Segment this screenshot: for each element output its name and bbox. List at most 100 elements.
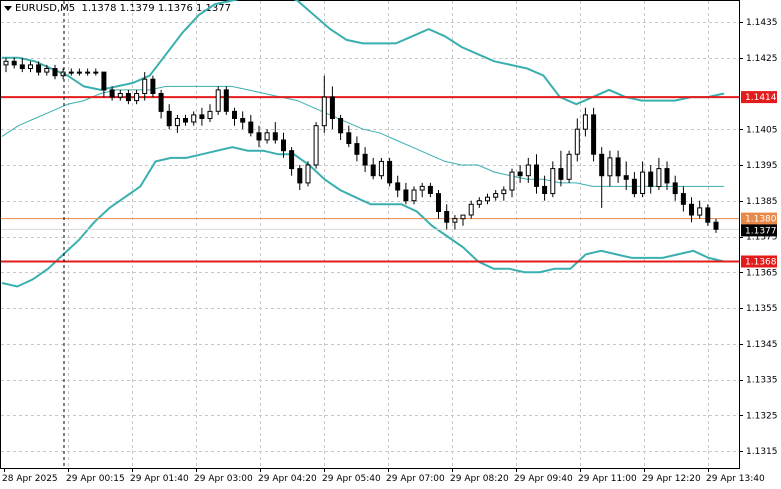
x-tick-label: 29 Apr 01:40 [130, 474, 189, 484]
candle [452, 215, 458, 230]
candle [476, 197, 482, 208]
candle [395, 175, 401, 198]
candle [68, 68, 74, 76]
candle-body [713, 221, 719, 230]
candle [672, 175, 678, 201]
x-tick-label: 29 Apr 11:00 [578, 474, 637, 484]
candle [582, 107, 588, 137]
x-tick-label: 29 Apr 13:40 [706, 474, 765, 484]
x-tick-label: 29 Apr 12:20 [642, 474, 701, 484]
candle [664, 161, 670, 190]
candle [93, 68, 99, 76]
chart-header: EURUSD,M5 1.1378 1.1379 1.1376 1.1377 [4, 3, 231, 14]
candle-body [232, 110, 237, 120]
chart-menu-triangle-icon[interactable] [4, 5, 12, 11]
candle-body [705, 207, 711, 223]
candle [387, 157, 393, 187]
candle-body [329, 96, 335, 119]
candle [125, 89, 131, 105]
candle-body [395, 182, 401, 191]
candle [689, 197, 694, 223]
level-label-text: 1.1368 [745, 258, 777, 268]
candle-body [354, 143, 360, 155]
candle-body [452, 218, 458, 223]
y-tick-label: 1.1375 [746, 233, 778, 243]
x-tick-label: 29 Apr 03:00 [194, 474, 253, 484]
candle [281, 132, 286, 158]
candle [36, 61, 42, 76]
candle [134, 89, 140, 105]
candles [3, 57, 719, 233]
candle-body [191, 114, 197, 123]
candle-body [631, 178, 637, 195]
candle-body [68, 71, 74, 74]
candle-body [403, 189, 409, 202]
candle [76, 68, 82, 76]
candle-body [223, 89, 229, 112]
candle-body [689, 203, 694, 216]
candle [517, 165, 523, 183]
candle [166, 104, 172, 130]
level-label-bg [741, 91, 777, 104]
x-tick-label: 28 Apr 2025 [2, 474, 58, 484]
candle-body [370, 164, 376, 177]
candle [460, 214, 466, 226]
candle [215, 86, 221, 115]
candle [101, 71, 107, 98]
candle-body [256, 132, 262, 141]
current-price-label-text: 1.1377 [745, 226, 777, 236]
candle-body [19, 64, 25, 70]
candle-body [11, 60, 17, 66]
y-tick-label: 1.1365 [746, 268, 778, 278]
candle-body [493, 193, 499, 198]
candle-body [28, 64, 33, 70]
candle [52, 64, 58, 80]
candle [158, 89, 164, 119]
bollinger-lower-line [1, 146, 725, 288]
candle [362, 147, 368, 173]
candle-body [297, 168, 303, 184]
candle [591, 107, 597, 162]
candle-body [183, 118, 188, 123]
candle [574, 118, 580, 162]
y-tick-label: 1.1355 [746, 304, 778, 314]
grid [1, 1, 739, 468]
bollinger-upper-line [2, 0, 725, 106]
candle [550, 161, 556, 198]
candle-body [525, 164, 531, 177]
candle-body [36, 64, 42, 73]
candle-body [591, 114, 597, 155]
candle [615, 150, 621, 183]
candle-body [272, 132, 278, 141]
candle-body [460, 214, 466, 220]
current-price-label: 1.1377 [741, 224, 777, 237]
candle [354, 136, 360, 162]
candle [232, 107, 237, 126]
candle [3, 57, 9, 73]
x-tick-label: 29 Apr 08:20 [450, 474, 509, 484]
candle-body [444, 211, 450, 223]
candle [85, 68, 91, 76]
candle-body [158, 93, 164, 112]
candle-body [485, 196, 490, 202]
candle [558, 150, 564, 187]
symbol-timeframe: EURUSD,M5 [15, 3, 76, 14]
x-tick-label: 29 Apr 07:00 [386, 474, 445, 484]
price-axis: 1.14351.14251.14051.13951.13851.13751.13… [739, 18, 778, 457]
candle-body [346, 132, 352, 145]
plot-frame [0, 0, 740, 469]
y-tick-label: 1.1435 [746, 18, 778, 28]
current-price-label-bg [741, 224, 777, 237]
level-label: 1.1368 [741, 255, 777, 268]
candle-body [142, 78, 148, 94]
candle [411, 186, 417, 205]
candle-body [558, 168, 564, 180]
candle [142, 72, 148, 101]
candle [264, 129, 270, 144]
candle-body [550, 168, 556, 195]
x-tick-label: 29 Apr 05:40 [322, 474, 381, 484]
candle-body [542, 185, 548, 194]
candle-body [150, 78, 156, 94]
candle-body [362, 153, 368, 166]
